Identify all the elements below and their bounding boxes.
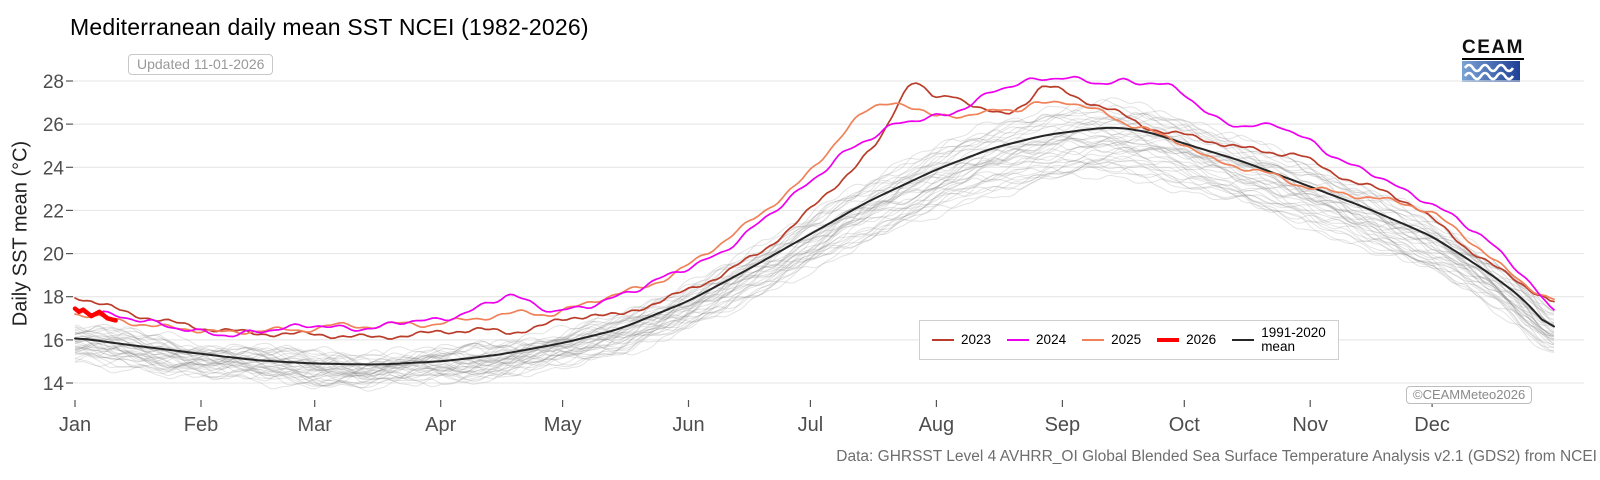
x-tick-label: Oct xyxy=(1169,414,1201,436)
x-tick-label: Apr xyxy=(425,414,456,436)
y-tick-label: 22 xyxy=(43,201,64,222)
legend-label: 2023 xyxy=(961,331,992,347)
x-tick-label: Jul xyxy=(798,414,824,436)
series-line-2024 xyxy=(74,75,1555,338)
y-tick-label: 16 xyxy=(43,331,64,352)
legend-item-1991-2020-mean: 1991-2020 mean xyxy=(1232,324,1326,354)
year-line xyxy=(74,146,1555,382)
year-line xyxy=(74,139,1555,378)
y-tick-label: 24 xyxy=(43,158,65,179)
year-line xyxy=(74,126,1555,376)
x-tick-label: Sep xyxy=(1045,414,1081,436)
year-line xyxy=(74,97,1555,363)
series-line-2023 xyxy=(74,82,1555,340)
year-line xyxy=(74,150,1555,386)
year-line xyxy=(74,133,1555,373)
legend-label: 2024 xyxy=(1036,331,1067,347)
copyright-badge: ©CEAMMeteo2026 xyxy=(1406,386,1533,404)
legend-label: 2026 xyxy=(1186,331,1217,347)
x-tick-label: Nov xyxy=(1292,414,1328,436)
legend-swatch xyxy=(932,338,954,341)
axis-tick-labels: 14 16 18 20 22 24 26 28 Jan Feb Mar Apr May Jun Jul Aug… xyxy=(43,72,1450,436)
year-line xyxy=(74,118,1555,371)
data-source-caption: Data: GHRSST Level 4 AVHRR_OI Global Ble… xyxy=(836,448,1597,465)
year-line xyxy=(74,135,1555,377)
year-line xyxy=(74,127,1555,376)
x-tick-label: Jan xyxy=(59,414,91,436)
legend-label: 2025 xyxy=(1111,331,1142,347)
x-tick-label: Jun xyxy=(672,414,704,436)
y-tick-label: 14 xyxy=(43,374,65,395)
page-title: Mediterranean daily mean SST NCEI (1982-… xyxy=(70,14,589,40)
year-line xyxy=(74,158,1555,389)
year-line xyxy=(74,129,1555,375)
y-tick-label: 20 xyxy=(43,245,64,266)
year-line xyxy=(74,130,1555,375)
legend-swatch xyxy=(1232,339,1255,341)
legend-item-2024: 2024 xyxy=(1007,331,1067,347)
year-line xyxy=(74,136,1555,378)
year-line xyxy=(74,155,1555,387)
legend-swatch xyxy=(1082,338,1105,341)
year-line xyxy=(74,158,1555,390)
legend-label: 1991-2020 mean xyxy=(1261,324,1326,354)
x-tick-label: Dec xyxy=(1414,414,1450,436)
year-line xyxy=(74,104,1555,367)
year-line xyxy=(74,115,1555,371)
ceam-logo: CEAM xyxy=(1462,38,1524,83)
year-line xyxy=(74,111,1555,367)
series-line-2025 xyxy=(74,100,1555,335)
legend-item-2025: 2025 xyxy=(1082,331,1142,347)
y-tick-label: 26 xyxy=(43,115,64,136)
legend-swatch xyxy=(1007,338,1030,341)
year-line xyxy=(74,149,1555,384)
year-line xyxy=(74,131,1555,377)
chart-legend: 2023 2024 2025 2026 1991-2020 mean xyxy=(919,320,1339,360)
gridlines xyxy=(73,80,1584,384)
ceam-logo-waves-icon xyxy=(1462,61,1520,82)
updated-badge: Updated 11-01-2026 xyxy=(128,54,274,75)
x-tick-label: May xyxy=(544,414,582,436)
year-line xyxy=(74,137,1555,380)
year-line xyxy=(74,149,1555,382)
x-tick-label: Mar xyxy=(297,414,332,436)
year-line xyxy=(74,98,1555,365)
year-line xyxy=(74,112,1555,367)
year-line xyxy=(74,114,1555,367)
series-line-1991-2020-mean xyxy=(74,126,1555,366)
year-line xyxy=(74,158,1555,386)
legend-item-2026: 2026 xyxy=(1157,331,1217,347)
y-tick-label: 28 xyxy=(43,72,64,93)
legend-item-2023: 2023 xyxy=(932,331,992,347)
year-line xyxy=(74,136,1555,378)
legend-swatch xyxy=(1157,337,1180,342)
year-line xyxy=(74,160,1555,387)
year-line xyxy=(74,105,1555,364)
year-line xyxy=(74,164,1555,387)
year-line xyxy=(74,157,1555,389)
ceam-logo-text: CEAM xyxy=(1462,37,1524,60)
year-line xyxy=(74,123,1555,372)
x-tick-label: Aug xyxy=(919,414,955,436)
year-line xyxy=(75,171,1555,392)
year-line xyxy=(74,165,1555,390)
year-line xyxy=(74,142,1555,381)
series-line-2026 xyxy=(72,306,118,323)
year-line xyxy=(74,142,1555,380)
x-tick-label: Feb xyxy=(184,414,218,436)
y-tick-label: 18 xyxy=(43,288,64,309)
year-line xyxy=(74,135,1555,379)
